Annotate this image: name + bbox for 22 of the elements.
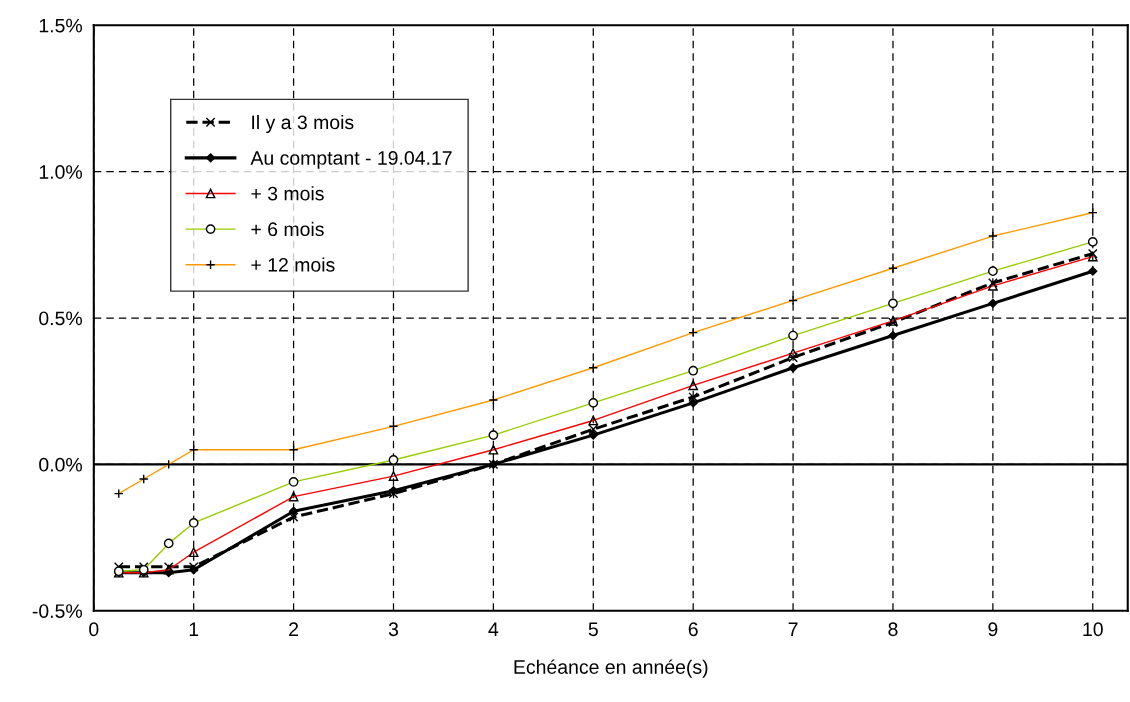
legend-label: + 12 mois: [251, 257, 335, 272]
x-tick-label: 6: [688, 622, 698, 637]
x-tick-label: 0: [89, 622, 99, 637]
y-tick-label: 1.0%: [39, 165, 82, 179]
x-axis-title: Echéance en année(s): [514, 659, 708, 678]
y-tick-label: -0.5%: [32, 604, 82, 618]
x-tick-label: 4: [488, 622, 499, 636]
x-tick-label: 7: [788, 622, 798, 636]
legend-label: Au comptant - 19.04.17: [250, 151, 452, 169]
x-tick-label: 3: [388, 622, 399, 637]
x-tick-label: 9: [988, 622, 998, 637]
legend-label: + 3 mois: [251, 186, 324, 201]
x-tick-label: 2: [289, 622, 299, 636]
x-tick-label: 10: [1083, 622, 1103, 637]
y-tick-label: 0.0%: [39, 457, 82, 472]
legend-label: Il y a 3 mois: [252, 114, 354, 134]
x-tick-label: 1: [189, 622, 199, 636]
y-tick-label: 0.5%: [39, 311, 82, 326]
legend-label: + 6 mois: [251, 221, 324, 237]
x-tick-label: 8: [888, 622, 898, 637]
x-tick-label: 5: [588, 622, 598, 637]
y-tick-label: 1.5%: [39, 18, 82, 33]
